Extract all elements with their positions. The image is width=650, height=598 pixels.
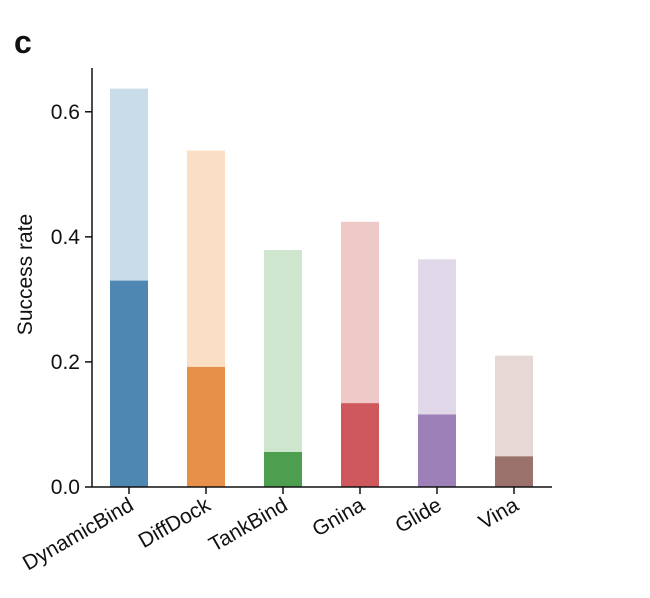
y-tick-label: 0.4 (51, 226, 81, 249)
panel-label: c (14, 24, 32, 60)
x-tick-label: Glide (392, 493, 446, 537)
bar-dark-diffdock (187, 366, 225, 487)
y-tick-label: 0.6 (51, 101, 80, 124)
bar-light-tankbind (264, 249, 302, 487)
bars-group (110, 88, 533, 487)
x-tick-label: Vina (475, 493, 523, 534)
x-tick-label: DiffDock (135, 493, 215, 553)
bar-dark-gnina (341, 403, 379, 487)
y-axis-title: Success rate (14, 214, 37, 335)
y-ticks: 0.0 0.2 0.4 0.6 (51, 101, 92, 499)
bar-dark-vina (495, 456, 533, 487)
y-tick-label: 0.0 (51, 476, 80, 499)
y-tick-label: 0.2 (51, 351, 80, 374)
bar-dark-dynamicbind (110, 280, 148, 487)
x-tick-label: Gnina (308, 493, 368, 541)
x-tick-label: TankBind (205, 493, 291, 556)
bar-dark-tankbind (264, 451, 302, 487)
bar-dark-glide (418, 414, 456, 487)
x-tick-label: DynamicBind (19, 493, 138, 575)
